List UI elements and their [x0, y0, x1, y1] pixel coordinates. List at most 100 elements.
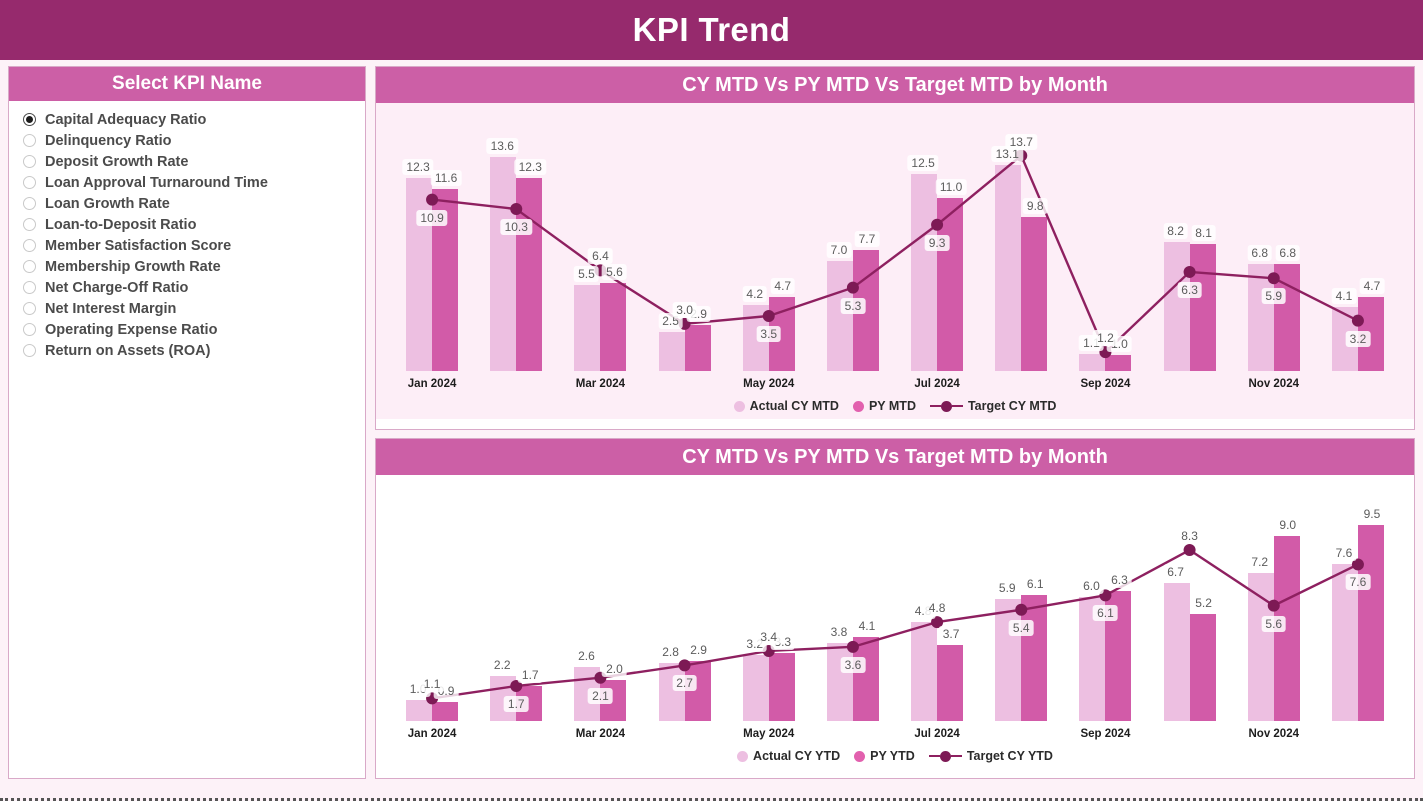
radio-unchecked-icon[interactable] — [23, 344, 36, 357]
legend-label: Actual CY YTD — [753, 749, 841, 763]
radio-unchecked-icon[interactable] — [23, 155, 36, 168]
bar-group[interactable] — [1063, 353, 1147, 371]
radio-unchecked-icon[interactable] — [23, 218, 36, 231]
data-label-py: 8.1 — [1191, 224, 1216, 241]
legend-item[interactable]: Actual CY YTD — [737, 749, 840, 763]
data-label-py: 4.7 — [1359, 278, 1385, 295]
data-labels-layer: 12.3 11.6 10.9 13.6 12.3 10.3 5.5 5.6 6.4 2.5 2.9 3… — [376, 103, 1414, 393]
chart-ytd-legend: Actual CY YTD PY YTD Target CY YTD — [376, 743, 1414, 769]
legend-label: Target CY MTD — [967, 399, 1057, 413]
data-label-py: 7.7 — [854, 230, 880, 247]
radio-unchecked-icon[interactable] — [23, 197, 36, 210]
x-axis-tick-label: Jul 2024 — [914, 728, 960, 740]
chart-mtd-plot: 12.3 11.6 10.9 13.6 12.3 10.3 5.5 5.6 6.4 2.5 2.9 3… — [376, 103, 1414, 393]
bar-actual[interactable] — [406, 700, 433, 721]
radio-checked-icon[interactable] — [23, 113, 36, 126]
data-label-target: 1.7 — [503, 695, 529, 712]
legend-swatch-icon — [854, 750, 866, 762]
radio-unchecked-icon[interactable] — [23, 302, 36, 315]
kpi-radio-item[interactable]: Membership Growth Rate — [23, 256, 365, 277]
bar-py[interactable] — [432, 702, 459, 721]
data-label-actual: 13.1 — [991, 146, 1023, 162]
kpi-radio-list: Capital Adequacy Ratio Delinquency Ratio D… — [9, 101, 365, 361]
legend-label: Target CY YTD — [966, 749, 1053, 763]
radio-unchecked-icon[interactable] — [23, 134, 36, 147]
x-axis-tick-label: Jul 2024 — [914, 378, 960, 390]
chart-panel-mtd: CY MTD Vs PY MTD Vs Target MTD by Month … — [375, 66, 1415, 430]
kpi-radio-item[interactable]: Net Charge-Off Ratio — [23, 277, 365, 298]
legend-item[interactable]: PY YTD — [854, 749, 915, 763]
data-label-py: 2.0 — [602, 660, 627, 677]
data-label-py: 6.1 — [1022, 576, 1048, 593]
chart-panel-mtd-title: CY MTD Vs PY MTD Vs Target MTD by Month — [682, 73, 1108, 96]
data-label-actual: 4.1 — [1331, 287, 1357, 304]
data-label-target: 3.4 — [756, 628, 782, 645]
data-label-py: 4.7 — [770, 278, 796, 295]
kpi-radio-label: Delinquency Ratio — [45, 132, 172, 149]
chart-ytd-plot: 1.0 0.9 1.1 2.2 1.7 1.7 2.6 2.0 2.1 2.8 2.9 2.7 3.2 3… — [376, 475, 1414, 743]
data-label-target: 4.8 — [924, 600, 950, 617]
data-label-actual: 12.3 — [402, 158, 434, 175]
x-axis-layer: Jan 2024 Mar 2024 May 2024 Jul 2024 Sep 2024… — [376, 475, 1414, 743]
page-title: KPI Trend — [632, 11, 791, 48]
legend-item[interactable]: Actual CY MTD — [733, 399, 839, 413]
kpi-radio-label: Return on Assets (ROA) — [45, 342, 211, 359]
data-label-actual: 5.9 — [994, 580, 1020, 597]
kpi-radio-label: Loan-to-Deposit Ratio — [45, 216, 197, 233]
x-axis-tick-label: Jan 2024 — [407, 378, 457, 390]
data-label-py: 2.9 — [686, 642, 711, 659]
bar-actual[interactable] — [1079, 353, 1106, 371]
radio-unchecked-icon[interactable] — [23, 323, 36, 336]
data-label-py: 5.6 — [602, 263, 627, 280]
kpi-radio-item[interactable]: Loan Growth Rate — [23, 193, 365, 214]
legend-label: Actual CY MTD — [749, 399, 839, 413]
legend-line-icon — [928, 750, 962, 762]
chart-panel-ytd-header: CY MTD Vs PY MTD Vs Target MTD by Month — [376, 439, 1414, 475]
kpi-radio-label: Member Satisfaction Score — [45, 237, 232, 254]
data-label-py: 12.3 — [514, 158, 546, 175]
bar-py[interactable] — [1357, 525, 1384, 721]
legend-item[interactable]: Target CY MTD — [929, 399, 1057, 413]
data-label-py: 11.6 — [430, 169, 462, 186]
data-label-target: 6.4 — [588, 248, 613, 265]
data-label-py: 1.7 — [517, 666, 543, 683]
chart-panel-mtd-header: CY MTD Vs PY MTD Vs Target MTD by Month — [376, 67, 1414, 103]
legend-swatch-icon — [733, 400, 745, 412]
kpi-radio-item[interactable]: Deposit Growth Rate — [23, 151, 365, 172]
data-label-actual: 2.6 — [574, 648, 599, 665]
kpi-radio-item[interactable]: Loan Approval Turnaround Time — [23, 172, 365, 193]
data-label-actual: 2.8 — [658, 644, 683, 661]
data-label-py: 6.8 — [1275, 245, 1301, 262]
data-label-actual: 6.8 — [1247, 245, 1273, 262]
data-label-py: 9.8 — [1022, 197, 1048, 214]
bar-group[interactable] — [390, 700, 474, 721]
bar-py[interactable] — [1105, 355, 1132, 371]
x-axis-tick-label: Sep 2024 — [1080, 378, 1131, 390]
legend-swatch-icon — [852, 400, 864, 412]
legend-item[interactable]: Target CY YTD — [928, 749, 1053, 763]
data-label-py: 5.2 — [1191, 594, 1216, 611]
data-label-actual: 4.2 — [742, 285, 768, 302]
legend-item[interactable]: PY MTD — [852, 399, 916, 413]
data-label-target: 1.2 — [1093, 330, 1118, 347]
radio-unchecked-icon[interactable] — [23, 176, 36, 189]
kpi-radio-label: Net Interest Margin — [45, 300, 177, 317]
data-label-target: 3.5 — [756, 325, 782, 342]
data-label-target: 3.2 — [1345, 330, 1371, 347]
kpi-radio-item[interactable]: Net Interest Margin — [23, 298, 365, 319]
kpi-radio-item[interactable]: Delinquency Ratio — [23, 130, 365, 151]
data-label-target: 10.9 — [416, 209, 448, 226]
data-label-target: 5.6 — [1261, 615, 1287, 632]
kpi-radio-item[interactable]: Member Satisfaction Score — [23, 235, 365, 256]
kpi-radio-label: Deposit Growth Rate — [45, 153, 189, 170]
chart-mtd-legend: Actual CY MTD PY MTD Target CY MTD — [376, 393, 1414, 419]
kpi-radio-item[interactable]: Loan-to-Deposit Ratio — [23, 214, 365, 235]
radio-unchecked-icon[interactable] — [23, 281, 36, 294]
kpi-radio-item[interactable]: Operating Expense Ratio — [23, 319, 365, 340]
kpi-radio-item[interactable]: Capital Adequacy Ratio — [23, 109, 365, 130]
radio-unchecked-icon[interactable] — [23, 239, 36, 252]
kpi-radio-item[interactable]: Return on Assets (ROA) — [23, 340, 365, 361]
radio-unchecked-icon[interactable] — [23, 260, 36, 273]
data-label-py: 9.5 — [1359, 506, 1385, 523]
kpi-radio-label: Capital Adequacy Ratio — [45, 111, 207, 128]
